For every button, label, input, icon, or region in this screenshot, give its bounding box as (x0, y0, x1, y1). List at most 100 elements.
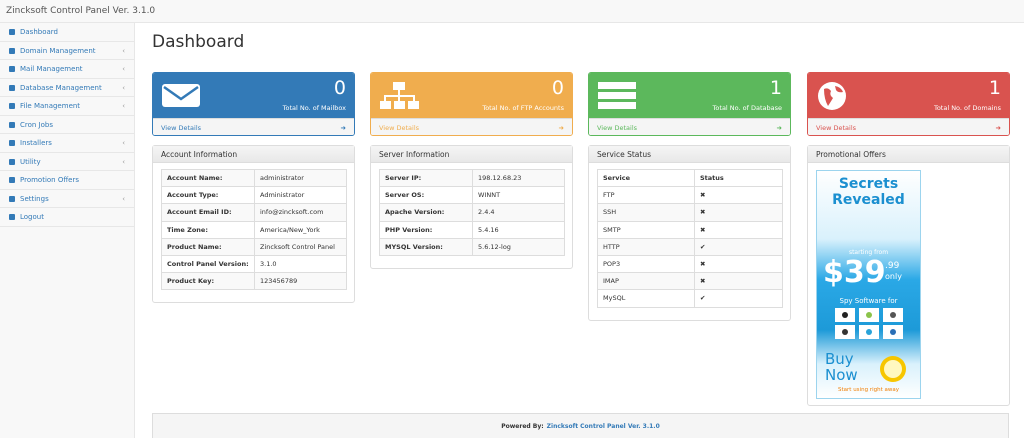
table-row: Account Name: administrator (161, 168, 347, 188)
nav-label: Settings (20, 194, 49, 203)
promo-banner[interactable]: Secrets Revealed starting from $39 .99 o… (816, 170, 921, 399)
nav-item[interactable]: Logout (0, 208, 134, 227)
nav-label: Domain Management (20, 46, 96, 55)
table-row: Account Type: Administrator (161, 186, 347, 205)
link-text: View Details (379, 124, 420, 132)
nav-item[interactable]: Dashboard (0, 23, 134, 42)
cell-key: Time Zone: (161, 220, 255, 239)
nav-item[interactable]: Utility ‹ (0, 153, 134, 171)
ad-cents: .99 (885, 261, 900, 271)
platform-icons (835, 308, 903, 339)
table-row: POP3 ✖ (597, 254, 783, 274)
nav-item[interactable]: Domain Management ‹ (0, 42, 134, 60)
stat-label: Total No. of FTP Accounts (482, 104, 564, 112)
ad-buy: Buy Now (825, 350, 858, 384)
column-header: Status (694, 168, 783, 188)
nav-label: Mail Management (20, 65, 83, 73)
cell-key: PHP Version: (379, 220, 473, 239)
cell-key: HTTP (597, 237, 695, 256)
cell-value: WINNT (472, 186, 565, 205)
table-row: SSH ✖ (597, 203, 783, 222)
ad-starting: starting from (848, 249, 889, 256)
cell-value: Zincksoft Control Panel (254, 237, 347, 256)
view-details[interactable]: View Details ➜ (371, 118, 572, 135)
cell-value: ✔ (694, 289, 783, 308)
stat-value: 1 (988, 77, 1001, 99)
link-text: View Details (597, 124, 638, 132)
stat-card: 1 Total No. of Domains View Details ➜ (807, 72, 1010, 136)
nav-item[interactable]: Database Management ‹ (0, 79, 134, 97)
mail-icon (162, 84, 200, 107)
table-row: SMTP ✖ (597, 220, 783, 239)
account-panel: Account Information Account Name: administ… (152, 145, 355, 303)
nav-item[interactable]: File Management ‹ (0, 97, 134, 116)
cell-value: 3.1.0 (254, 254, 347, 274)
table-row: MySQL ✔ (597, 289, 783, 308)
cell-key: Account Name: (161, 168, 255, 188)
cell-value: ✔ (694, 237, 783, 256)
view-details[interactable]: View Details ➜ (808, 118, 1009, 135)
cell-key: Server IP: (379, 168, 473, 188)
table-row: FTP ✖ (597, 186, 783, 205)
table-row: PHP Version: 5.4.16 (379, 220, 565, 239)
view-details[interactable]: View Details ➜ (153, 118, 354, 135)
sitemap-icon (380, 82, 419, 109)
stat-label: Total No. of Mailbox (282, 104, 346, 112)
table-row: Product Key: 123456789 (161, 272, 347, 291)
page-title: Dashboard (152, 32, 245, 52)
table-row: Server IP: 198.12.68.23 (379, 168, 565, 188)
cell-value: Administrator (254, 186, 347, 205)
cell-key: MySQL (597, 289, 695, 308)
cell-value: ✖ (694, 186, 783, 205)
header-row: Service Status (597, 168, 783, 188)
globe-icon (818, 82, 846, 110)
table-row: IMAP ✖ (597, 272, 783, 291)
database-icon (598, 82, 636, 109)
stat-card: 0 Total No. of Mailbox View Details ➜ (152, 72, 355, 136)
cell-key: POP3 (597, 254, 695, 274)
stat-label: Total No. of Domains (933, 104, 1001, 112)
ad-spy: Spy Software for (839, 297, 898, 305)
cell-value: administrator (254, 168, 347, 188)
table-row: MYSQL Version: 5.6.12-log (379, 237, 565, 256)
promo-panel: Promotional Offers Secrets Revealed star… (807, 145, 1010, 406)
table-row: Product Name: Zincksoft Control Panel (161, 237, 347, 256)
cell-value: info@zincksoft.com (254, 203, 347, 222)
cell-value: 5.6.12-log (472, 237, 565, 256)
guarantee-seal (880, 356, 906, 382)
link-text: View Details (816, 124, 857, 132)
footer-label: Powered By: (501, 423, 544, 430)
server-table: Server IP: 198.12.68.23 Server OS: WINNT Apa… (379, 168, 565, 256)
server-panel: Server Information Server IP: 198.12.68.23… (370, 145, 573, 269)
cell-value: 2.4.4 (472, 203, 565, 222)
cell-key: FTP (597, 186, 695, 205)
stat-value: 0 (333, 77, 346, 99)
sidebar: Dashboard Domain Management ‹ Mail Manage… (0, 23, 135, 438)
account-table: Account Name: administrator Account Type: A… (161, 168, 347, 291)
column-header: Service (597, 168, 695, 188)
cell-value: ✖ (694, 272, 783, 291)
nav-label: Logout (20, 213, 44, 221)
table-row: Control Panel Version: 3.1.0 (161, 254, 347, 274)
app-header: Zincksoft Control Panel Ver. 3.1.0 (0, 0, 1024, 23)
nav-item[interactable]: Mail Management ‹ (0, 60, 134, 79)
view-details[interactable]: View Details ➜ (589, 118, 790, 135)
nav-label: Cron Jobs (20, 120, 53, 129)
nav-item[interactable]: Installers ‹ (0, 134, 134, 153)
cell-value: 198.12.68.23 (472, 168, 565, 188)
ad-only: only (885, 272, 902, 281)
service-panel: Service Status Service Status FTP ✖ SSH ✖ SMTP ✖… (588, 145, 791, 321)
ad-start: Start using right away (838, 387, 899, 393)
panel-title: Account Information (153, 146, 354, 163)
nav-item[interactable]: Settings ‹ (0, 190, 134, 208)
panel-title: Server Information (371, 146, 572, 163)
cell-key: Control Panel Version: (161, 254, 255, 274)
service-table: Service Status FTP ✖ SSH ✖ SMTP ✖ HTTP ✔ POP3 ✖ IMAP… (597, 168, 783, 308)
stat-card: 1 Total No. of Database View Details ➜ (588, 72, 791, 136)
nav-item[interactable]: Cron Jobs (0, 116, 134, 134)
cell-value: ✖ (694, 203, 783, 222)
cell-value: 5.4.16 (472, 220, 565, 239)
nav-item[interactable]: Promotion Offers (0, 171, 134, 190)
footer-link[interactable]: Zincksoft Control Panel Ver. 3.1.0 (546, 423, 660, 430)
